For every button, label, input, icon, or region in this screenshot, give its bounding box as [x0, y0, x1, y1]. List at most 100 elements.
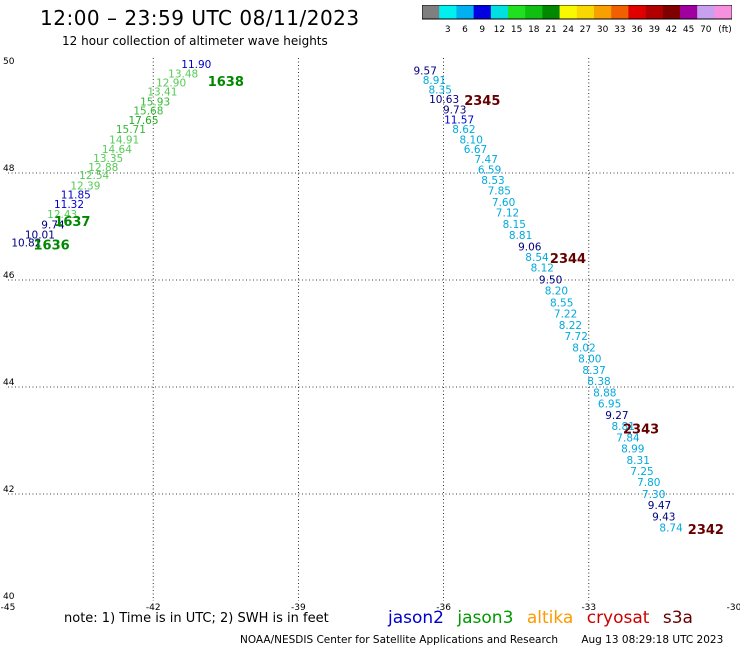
colorbar-swatch [422, 5, 440, 19]
swh-value-label: 9.47 [648, 500, 671, 512]
swh-value-label: 12.43 [47, 209, 77, 221]
colorbar-swatch [662, 5, 681, 19]
swh-value-label: 8.53 [481, 175, 504, 187]
colorbar-swatch [680, 5, 698, 19]
swh-value-label: 8.74 [659, 523, 683, 535]
swh-value-label: 11.85 [61, 189, 91, 201]
swh-value-label: 14.64 [102, 144, 132, 156]
swh-value-label: 7.72 [565, 331, 588, 343]
colorbar-swatch [645, 5, 664, 19]
swh-value-label: 10.01 [25, 230, 55, 242]
swh-value-label: 13.41 [147, 87, 177, 99]
colorbar-swatch [714, 5, 732, 19]
x-tick-label: -42 [146, 603, 161, 613]
swh-value-label: 6.95 [598, 399, 621, 411]
colorbar-swatch [439, 5, 457, 19]
colorbar-swatch [525, 5, 543, 19]
x-tick-label: -30 [727, 603, 740, 613]
colorbar-swatch [490, 5, 509, 19]
footer-credit: NOAA/NESDIS Center for Satellite Applica… [240, 634, 723, 646]
swh-value-label: 8.91 [423, 75, 446, 87]
swh-value-label: 7.84 [616, 432, 640, 444]
y-tick-label: 40 [3, 592, 15, 602]
colorbar-swatch [628, 5, 646, 19]
swh-value-label: 9.27 [605, 410, 628, 422]
colorbar-frame [422, 5, 732, 20]
swh-value-label: 12.54 [79, 170, 109, 182]
y-tick-label: 48 [3, 164, 15, 174]
swh-value-label: 7.60 [492, 197, 515, 209]
swh-value-label: 7.25 [630, 466, 653, 478]
swh-value-label: 9.73 [443, 104, 466, 116]
colorbar-swatch [697, 5, 715, 19]
colorbar-swatch [611, 5, 629, 19]
colorbar-swatch [559, 5, 578, 19]
swh-value-label: 8.38 [587, 376, 610, 388]
x-tick-label: -45 [1, 603, 16, 613]
y-tick-label: 44 [3, 378, 15, 388]
swh-value-label: 7.12 [496, 208, 519, 220]
pass-time-label: 2344 [550, 252, 586, 267]
swh-value-label: 13.35 [93, 153, 123, 165]
colorbar-label: 33 [614, 25, 625, 35]
y-tick-label: 46 [3, 271, 15, 281]
colorbar-label: 70 [700, 25, 712, 35]
swh-value-label: 9.57 [414, 65, 437, 77]
swh-value-label: 8.20 [545, 286, 568, 298]
colorbar-label: 6 [462, 25, 468, 35]
swh-value-label: 8.62 [452, 124, 475, 136]
swh-value-label: 8.55 [550, 298, 573, 310]
swh-value-label: 8.22 [559, 320, 582, 332]
pass-time-label: 1638 [208, 75, 244, 90]
legend-jason2: jason2 [388, 608, 444, 628]
colorbar-swatch [473, 5, 492, 19]
swh-value-label: 12.88 [88, 162, 118, 174]
swh-value-label: 8.35 [429, 85, 452, 97]
swh-value-label: 12.39 [70, 180, 100, 192]
legend-cryosat: cryosat [586, 608, 650, 628]
swh-value-label: 7.22 [554, 309, 577, 321]
swh-value-label: 13.48 [168, 69, 198, 81]
x-tick-label: -39 [291, 603, 306, 613]
swh-value-label: 8.12 [531, 263, 554, 275]
generated-timestamp: Aug 13 08:29:18 UTC 2023 [581, 634, 724, 646]
colorbar-label: 36 [631, 25, 643, 35]
colorbar-label: 45 [683, 25, 694, 35]
footer-note: note: 1) Time is in UTC; 2) SWH is in fe… [64, 611, 329, 626]
swh-value-label: 8.54 [525, 252, 549, 264]
swh-value-label: 11.57 [444, 115, 474, 127]
y-tick-label: 50 [3, 57, 15, 67]
swh-value-label: 8.10 [460, 134, 483, 146]
swh-value-label: 7.80 [637, 477, 660, 489]
colorbar-swatch [542, 5, 560, 19]
axis-ticks: -45 -42 -39 -36 -33 -30 40 42 44 46 48 50 [1, 57, 740, 613]
swh-value-label: 8.02 [572, 342, 595, 354]
pass-time-label: 2342 [688, 523, 724, 538]
colorbar-swatch [594, 5, 612, 19]
swh-value-label: 15.68 [133, 105, 163, 117]
colorbar-label: 21 [545, 25, 556, 35]
swh-value-label: 8.31 [627, 455, 650, 467]
swh-value-label: 7.30 [642, 489, 665, 501]
colorbar-label: 42 [666, 25, 677, 35]
swh-value-label: 11.90 [181, 59, 211, 71]
colorbar-label: 24 [562, 25, 574, 35]
swh-value-label: 12.90 [156, 78, 186, 90]
swh-value-label: 8.99 [621, 444, 644, 456]
colorbar: 3 6 9 12 15 18 21 24 27 30 33 36 39 42 45 70 (ft) [422, 5, 732, 35]
swh-value-label: 15.71 [116, 124, 146, 136]
swh-value-label: 8.15 [503, 219, 526, 231]
colorbar-label: 39 [648, 25, 660, 35]
pass-time-label: 2343 [623, 423, 659, 438]
pass-time-label: 1636 [34, 239, 70, 254]
colorbar-unit: (ft) [718, 25, 732, 35]
chart-subtitle: 12 hour collection of altimeter wave hei… [62, 34, 328, 48]
swh-value-label: 7.85 [488, 186, 511, 198]
swh-value-label: 8.81 [612, 421, 635, 433]
legend-s3a: s3a [662, 608, 693, 628]
swh-value-label: 8.37 [582, 365, 605, 377]
swh-value-label: 9.43 [652, 512, 675, 524]
colorbar-label: 27 [580, 25, 591, 35]
y-tick-label: 42 [3, 485, 14, 495]
